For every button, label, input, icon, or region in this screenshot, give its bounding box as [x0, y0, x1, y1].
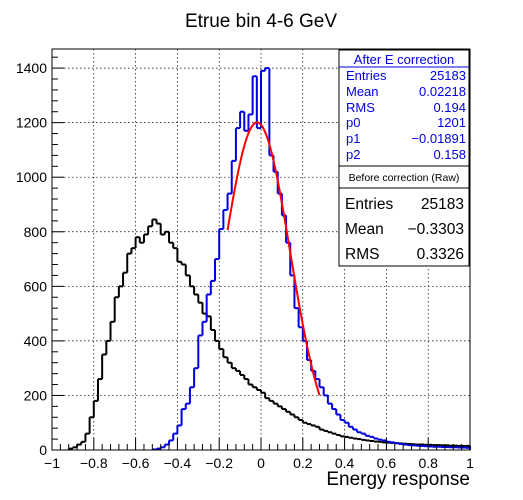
x-tick-label: −0.6 [122, 455, 150, 471]
gaussian-fit-curve [226, 121, 321, 396]
stats-box-before-correction: Before correction (Raw) Entries 25183 Me… [338, 165, 470, 267]
stats-row-label: Mean [346, 84, 379, 99]
x-axis-label: Energy response [326, 469, 470, 490]
stats-row-value: 1201 [437, 115, 466, 130]
stats-row-value: 25183 [421, 196, 464, 213]
x-tick-label: 0.4 [335, 455, 355, 471]
chart-title: Etrue bin 4-6 GeV [185, 11, 337, 32]
x-tick-label: −0.8 [80, 455, 108, 471]
stats-box-before-frame [338, 165, 470, 267]
x-tick-label: −1 [44, 455, 60, 471]
stats-row-value: 0.194 [433, 100, 466, 115]
stats-row-value: 25183 [430, 68, 466, 83]
stats-row-value: −0.3303 [408, 221, 464, 238]
x-tick-label: 0.6 [377, 455, 397, 471]
x-tick-label: 1 [466, 455, 474, 471]
x-tick-label: −0.4 [164, 455, 192, 471]
x-tick-label: −0.2 [205, 455, 233, 471]
stats-row-label: Entries [345, 196, 393, 213]
stats-box-after-correction: After E correction Entries 25183 Mean 0.… [338, 49, 470, 167]
stats-row-value: 0.158 [433, 147, 466, 162]
stats-row-value: 0.02218 [419, 84, 466, 99]
x-tick-label: 0 [257, 455, 265, 471]
y-tick-label: 800 [24, 224, 48, 240]
stats-row-value: 0.3326 [417, 246, 464, 263]
y-tick-label: 400 [24, 333, 48, 349]
y-tick-label: 1000 [16, 169, 47, 185]
stats-box-after-frame [338, 49, 470, 167]
x-tick-label: 0.2 [293, 455, 313, 471]
x-tick-label: 0.8 [418, 455, 438, 471]
y-tick-label: 200 [24, 387, 48, 403]
stats-row-label: RMS [346, 100, 375, 115]
stats-row-label: p1 [346, 131, 360, 146]
stats-row-label: RMS [345, 246, 379, 263]
y-axis: 0 200 400 600 800 1000 1200 1400 [16, 56, 64, 458]
series-after-correction [151, 67, 471, 451]
y-tick-label: 1200 [16, 115, 47, 131]
histogram-series [67, 67, 471, 451]
stats-row-label: Entries [346, 68, 387, 83]
fit-curve-layer [226, 121, 321, 396]
stats-box-before-title: Before correction (Raw) [349, 172, 460, 184]
y-tick-label: 600 [24, 278, 48, 294]
stats-row-label: p2 [346, 147, 360, 162]
stats-box-after-title: After E correction [354, 52, 454, 67]
y-tick-label: 1400 [16, 60, 47, 76]
x-axis: −1 −0.8 −0.6 −0.4 −0.2 0 0.2 0.4 0.6 0.8 1 [44, 438, 474, 471]
stats-row-label: Mean [345, 221, 384, 238]
y-tick-label: 0 [39, 442, 47, 458]
stats-row-value: −0.01891 [411, 131, 466, 146]
stats-row-label: p0 [346, 115, 360, 130]
